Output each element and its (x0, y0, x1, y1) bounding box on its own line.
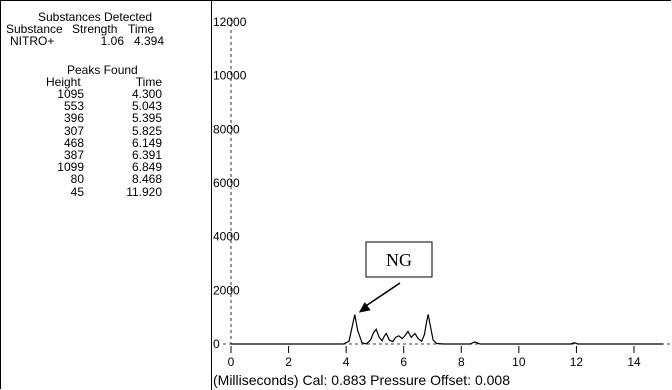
peak-height: 468 (63, 135, 84, 150)
substance-time: 4.394 (133, 34, 164, 48)
peak-height: 1099 (57, 160, 84, 175)
peak-height: 45 (70, 184, 84, 199)
x-tick-label: 10 (512, 355, 526, 369)
peak-height: 307 (63, 123, 84, 138)
annotation-box (365, 241, 433, 278)
y-tick-label: 8000 (213, 122, 240, 136)
peak-time: 6.149 (131, 135, 162, 150)
y-tick-label: 12000 (213, 15, 247, 29)
substance-name: NITRO+ (10, 34, 55, 48)
spectrum-series-line (231, 314, 663, 345)
peak-time-header: Time (135, 75, 162, 89)
time-header: Time (128, 22, 155, 36)
y-tick-label: 6000 (213, 176, 240, 190)
peak-time: 6.391 (131, 148, 162, 162)
substances-detected-title: Substances Detected (38, 10, 153, 24)
x-tick-label: 0 (228, 355, 235, 369)
y-tick-label: 0 (213, 337, 220, 351)
peak-time: 8.468 (131, 172, 162, 187)
substance-header: Substance (6, 22, 63, 36)
series-group (231, 314, 663, 345)
peak-time: 5.395 (131, 111, 162, 126)
y-tick-label: 2000 (213, 283, 240, 297)
peak-time: 11.920 (126, 184, 162, 199)
substance-strength: 1.06 (100, 34, 124, 48)
y-tick-label: 4000 (213, 230, 240, 244)
height-header: Height (46, 75, 81, 89)
x-tick-label: 2 (285, 355, 292, 369)
x-tick-label: 6 (400, 355, 407, 369)
y-tick-labels: 0 2000 4000 6000 8000 10000 12000 (213, 15, 247, 351)
peak-time: 4.300 (131, 87, 162, 101)
annotation-arrowhead (358, 302, 371, 313)
annotation-group: NG (358, 241, 433, 313)
x-tick-label: 12 (570, 355, 584, 369)
peak-height: 80 (70, 172, 84, 187)
peak-height: 396 (63, 111, 84, 126)
peak-time: 5.043 (131, 99, 162, 114)
peak-time: 6.849 (131, 160, 162, 175)
x-axis: 0 2 4 6 8 10 12 14 (223, 343, 672, 369)
footer-caption: (Milliseconds) Cal: 0.883 Pressure Offse… (213, 372, 510, 388)
peak-height: 1095 (57, 87, 84, 101)
peak-time: 5.825 (131, 123, 162, 138)
y-tick-label: 10000 (213, 69, 247, 83)
annotation-arrow-line (364, 282, 401, 308)
annotation-label: NG (386, 250, 412, 270)
x-tick-label: 8 (458, 355, 465, 369)
peak-height: 387 (63, 148, 84, 162)
x-tick-label: 14 (627, 355, 641, 369)
x-tick-label: 4 (343, 355, 350, 369)
peaks-found-title: Peaks Found (67, 63, 138, 77)
strength-header: Strength (72, 22, 118, 36)
peak-height: 553 (63, 99, 84, 114)
panel-divider (211, 0, 212, 390)
